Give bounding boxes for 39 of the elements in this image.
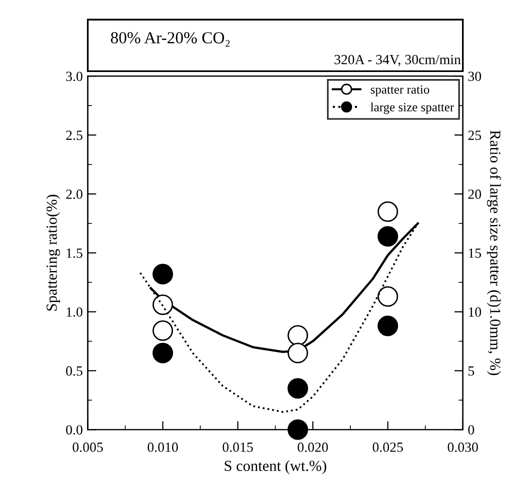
x-axis-title: S content (wt.%) <box>224 460 326 474</box>
chart-subtitle: 320A - 34V, 30cm/min <box>334 54 461 66</box>
x-tick-label: 0.020 <box>298 442 328 452</box>
point <box>288 419 308 440</box>
x-tick-label: 0.005 <box>72 442 103 452</box>
point <box>152 264 174 284</box>
legend-label: large size spatter <box>370 102 454 114</box>
y2-tick-label: 0 <box>468 425 474 435</box>
y-tick-label: 0.5 <box>66 366 82 376</box>
chart-title: 80% Ar-20% CO₂ <box>110 32 230 47</box>
y-tick-label: 3.0 <box>66 72 82 82</box>
legend-label: spatter ratio <box>370 85 430 96</box>
point <box>378 226 398 247</box>
point <box>378 316 398 336</box>
y-tick-label: 2.0 <box>66 190 82 199</box>
y-tick-label: 0.0 <box>66 425 82 435</box>
y2-tick-label: 10 <box>468 307 482 317</box>
point <box>288 325 308 346</box>
point <box>152 342 174 364</box>
point <box>378 286 398 307</box>
y-axis-title: Spattering ratio(%) <box>46 194 60 311</box>
y2-axis-title: Ratio of large size spatter (d)1.0mm, %) <box>486 130 502 376</box>
point <box>152 294 174 315</box>
y2-tick-label: 5 <box>468 366 474 376</box>
point <box>152 320 174 341</box>
y-tick-label: 2.5 <box>66 130 82 140</box>
point <box>288 342 308 364</box>
point <box>288 378 308 399</box>
y2-tick-label: 15 <box>468 248 482 258</box>
x-tick-label: 0.010 <box>148 442 178 452</box>
y2-tick-label: 25 <box>468 130 482 140</box>
x-tick-label: 0.030 <box>448 442 478 452</box>
y-tick-label: 1.5 <box>66 248 82 258</box>
y-tick-label: 1.0 <box>66 307 82 317</box>
x-tick-label: 0.015 <box>222 442 253 452</box>
x-tick-label: 0.025 <box>372 442 403 452</box>
y2-tick-label: 30 <box>468 72 482 82</box>
y2-tick-label: 20 <box>468 190 482 199</box>
point <box>378 201 398 222</box>
